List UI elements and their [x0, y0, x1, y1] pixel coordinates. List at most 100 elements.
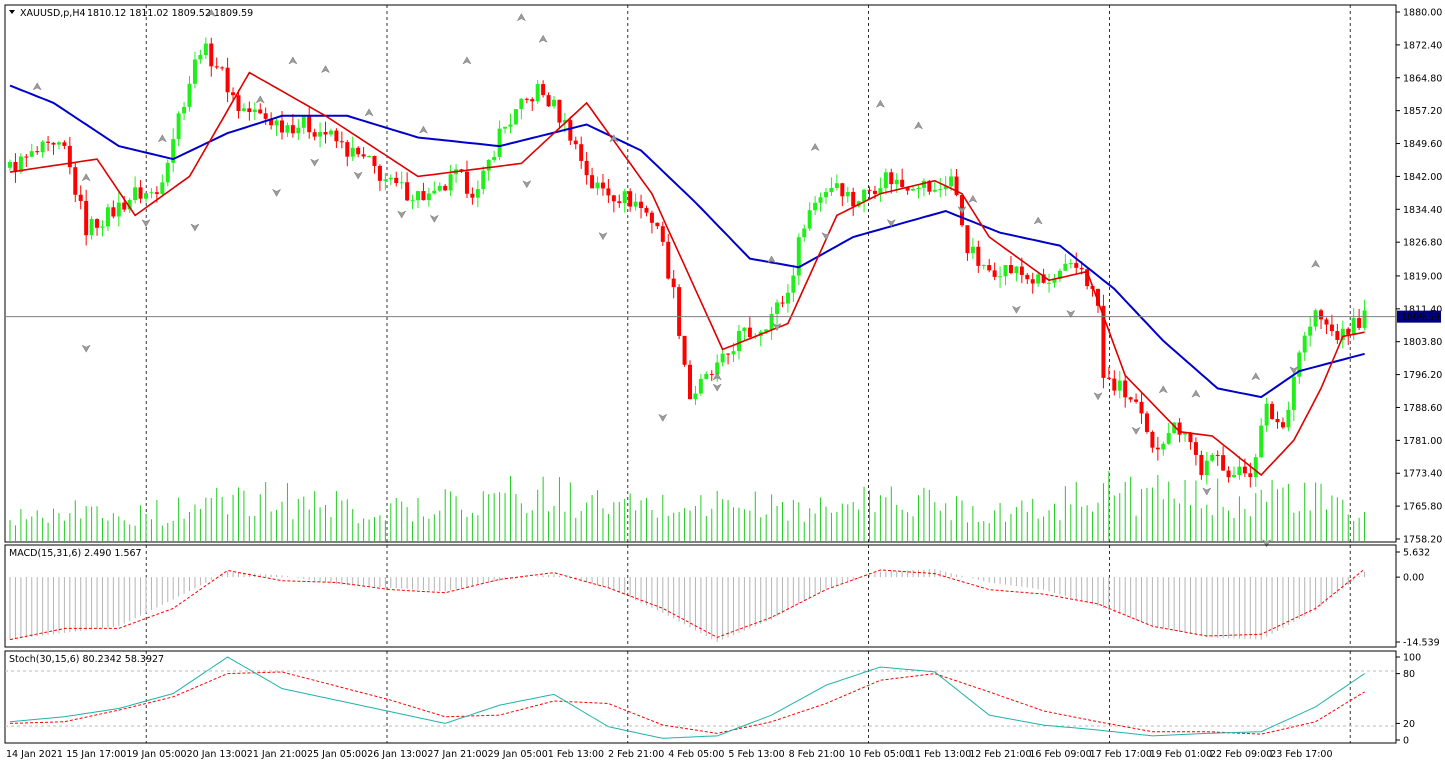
time-label: 10 Feb 05:00 — [849, 749, 911, 760]
candle-body — [965, 225, 970, 254]
candle-body — [274, 120, 279, 126]
candle-body — [24, 156, 29, 158]
candle-body — [1128, 397, 1133, 400]
time-label: 4 Feb 05:00 — [668, 749, 724, 760]
candle-body — [486, 159, 491, 171]
candle-body — [932, 189, 937, 192]
candle-body — [209, 43, 214, 67]
candle-body — [1351, 318, 1356, 335]
candle-body — [1144, 413, 1149, 432]
fractal-up-arrow-icon — [320, 65, 331, 74]
candle-body — [1134, 399, 1139, 402]
candle-body — [688, 364, 692, 400]
candle-body — [1362, 310, 1367, 328]
candle-body — [73, 167, 78, 195]
candle-body — [269, 118, 274, 126]
stoch-panel[interactable]: Stoch(30,15,6) 80.2342 58.3927 — [4, 650, 1397, 744]
candle-body — [388, 177, 393, 180]
candle-body — [845, 191, 850, 197]
candle-body — [405, 182, 410, 201]
stoch-tick-label: 0 — [1403, 736, 1409, 747]
candle-body — [361, 154, 366, 157]
stoch-tick-label: 80 — [1403, 669, 1415, 680]
candle-body — [1335, 331, 1340, 340]
candle-body — [470, 193, 475, 198]
candle-body — [1210, 454, 1215, 461]
time-axis: 14 Jan 2021 15 Jan 17:00 19 Jan 05:00 20 Ja… — [6, 749, 1333, 760]
candle-body — [736, 330, 741, 352]
price-panel[interactable]: XAUUSD,p,H4 1810.12 1811.02 1809.52 1809… — [4, 4, 1397, 548]
candle-body — [443, 185, 448, 191]
fractal-up-arrow-icon — [810, 142, 820, 152]
candle-body — [513, 109, 518, 125]
price-tick-label: 1796.20 — [1403, 370, 1442, 381]
candle-body — [1313, 310, 1318, 327]
candle-body — [1226, 470, 1231, 478]
candle-body — [927, 180, 932, 192]
candle-body — [8, 161, 12, 168]
candlesticks — [8, 37, 1367, 488]
candle-body — [40, 141, 45, 153]
candle-body — [824, 192, 828, 198]
time-label: 26 Jan 13:00 — [367, 749, 427, 760]
candle-body — [1079, 267, 1084, 270]
candle-body — [258, 109, 263, 114]
fractal-down-arrow-icon — [598, 232, 608, 241]
current-price-label: 1809.59 — [1401, 312, 1440, 323]
candle-body — [1215, 454, 1220, 456]
stoch-signal-line — [9, 671, 1365, 735]
price-tick-label: 1781.00 — [1403, 436, 1442, 447]
fractal-down-arrow-icon — [957, 206, 967, 215]
candle-body — [785, 292, 790, 304]
candle-body — [89, 219, 94, 236]
dropdown-triangle-icon[interactable] — [9, 10, 15, 14]
candle-body — [655, 222, 660, 227]
fractal-up-arrow-icon — [255, 95, 265, 104]
candle-body — [241, 108, 246, 111]
candle-body — [492, 156, 497, 160]
candle-body — [394, 177, 399, 184]
candle-body — [644, 207, 649, 213]
candle-body — [562, 120, 567, 123]
candle-body — [339, 141, 344, 143]
ma-slow-line — [9, 84, 1365, 399]
macd-panel[interactable]: MACD(15,31,6) 2.490 1.567 — [4, 544, 1397, 648]
volume-bars — [9, 471, 1366, 541]
candle-body — [698, 378, 703, 394]
candle-body — [731, 351, 736, 355]
candle-body — [949, 176, 954, 187]
candle-body — [900, 179, 905, 188]
candle-body — [312, 132, 317, 137]
candle-body — [1003, 265, 1008, 277]
candle-body — [464, 171, 469, 194]
candle-body — [894, 179, 899, 185]
time-label: 29 Jan 05:00 — [488, 749, 548, 760]
time-label: 23 Feb 17:00 — [1270, 749, 1332, 760]
candle-body — [116, 202, 121, 217]
fractal-up-arrow-icon — [157, 134, 167, 143]
price-tick-label: 1819.00 — [1403, 271, 1442, 282]
price-panel-frame — [4, 4, 1397, 543]
candle-body — [67, 145, 72, 168]
candle-body — [1286, 409, 1291, 428]
price-tick-label: 1803.80 — [1403, 337, 1442, 348]
fractal-down-arrow-icon — [712, 383, 722, 392]
candle-body — [1275, 418, 1280, 423]
candle-body — [1302, 335, 1307, 353]
candle-body — [307, 116, 312, 133]
candle-body — [764, 329, 769, 332]
fractal-down-arrow-icon — [658, 413, 668, 422]
fractal-up-arrow-icon — [712, 372, 722, 381]
candle-body — [290, 125, 295, 134]
time-label: 19 Feb 01:00 — [1150, 749, 1212, 760]
candle-body — [911, 189, 916, 191]
candle-body — [883, 172, 888, 189]
candle-body — [46, 141, 51, 143]
macd-histogram — [9, 569, 1366, 642]
fractal-markers — [32, 8, 1321, 548]
fractal-up-arrow-icon — [766, 255, 777, 264]
candle-body — [1324, 319, 1329, 325]
candle-body — [1166, 433, 1171, 444]
time-label: 17 Feb 17:00 — [1090, 749, 1152, 760]
